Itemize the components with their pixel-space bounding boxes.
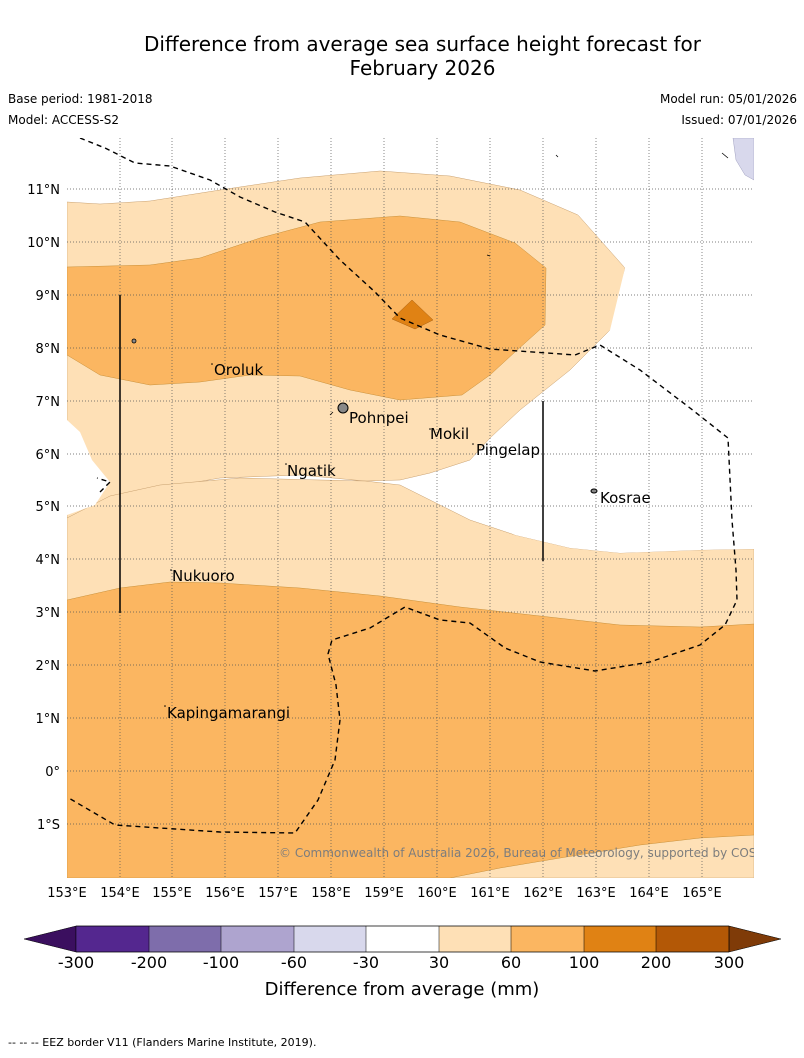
model-name: Model: ACCESS-S2 [8, 113, 120, 127]
lon-tick: 160°E [417, 886, 457, 901]
lat-tick: 7°N [36, 395, 61, 410]
lat-tick: 3°N [36, 606, 61, 621]
place-pingelap: Pingelap [476, 441, 540, 459]
colorbar-segment [221, 926, 294, 952]
contour-neg-corner [732, 138, 754, 181]
colorbar-tick: -300 [58, 953, 94, 972]
contour-60-100-south [67, 581, 754, 878]
place-kosrae: Kosrae [600, 489, 651, 507]
lat-tick: 9°N [36, 289, 61, 304]
lat-tick: 4°N [36, 553, 61, 568]
model-run: Model run: 05/01/2026 [659, 92, 797, 106]
place-kapingamarangi: Kapingamarangi [167, 704, 290, 722]
lat-tick: 1°S [37, 818, 60, 833]
pohnpei-island [337, 402, 349, 414]
lon-tick: 158°E [311, 886, 351, 901]
colorbar-tick: 200 [641, 953, 672, 972]
eez-border [67, 138, 738, 834]
kosrae-island [590, 488, 598, 494]
lat-tick: 5°N [36, 500, 61, 515]
issued-date: Issued: 07/01/2026 [681, 113, 797, 127]
lon-tick: 161°E [470, 886, 510, 901]
place-nukuoro: Nukuoro [172, 567, 235, 585]
place-mokil: Mokil [430, 425, 469, 443]
colorbar-segment [366, 926, 439, 952]
atoll-marker [131, 338, 137, 344]
colorbar-tick: 300 [714, 953, 745, 972]
colorbar-segment [294, 926, 366, 952]
contour-60-100-north [67, 215, 547, 401]
place-oroluk: Oroluk [214, 361, 263, 379]
place-markers [164, 363, 474, 707]
colorbar-segment [511, 926, 584, 952]
lon-tick: 157°E [258, 886, 298, 901]
lat-tick: 10°N [27, 236, 60, 251]
lon-tick: 162°E [523, 886, 563, 901]
base-period: Base period: 1981-2018 [8, 92, 153, 106]
colorbar-tick: 30 [429, 953, 449, 972]
lat-tick: 8°N [36, 342, 61, 357]
colorbar-segment [584, 926, 656, 952]
colorbar-segment [439, 926, 511, 952]
title-line-2: February 2026 [349, 56, 496, 80]
colorbar-segment [76, 926, 149, 952]
colorbar-tick: 100 [569, 953, 600, 972]
map-panel: Oroluk Pohnpei Mokil Pingelap Ngatik Kos… [67, 138, 784, 878]
colorbar-segment [23, 925, 77, 953]
lon-tick: 156°E [205, 886, 245, 901]
colorbar-tick: -100 [203, 953, 239, 972]
colorbar-tick: 60 [501, 953, 521, 972]
colorbar-segment [728, 925, 782, 953]
colorbar-title: Difference from average (mm) [265, 979, 540, 1000]
lon-tick: 159°E [364, 886, 404, 901]
copyright-text: © Commonwealth of Australia 2026, Bureau… [279, 846, 784, 860]
lon-tick: 163°E [576, 886, 616, 901]
lon-tick: 155°E [152, 886, 192, 901]
lat-axis: 11°N 10°N 9°N 8°N 7°N 6°N 5°N 4°N 3°N 2°… [27, 183, 60, 833]
map-title: Difference from average sea surface heig… [0, 32, 804, 80]
place-pohnpei: Pohnpei [349, 409, 409, 427]
lon-tick: 164°E [629, 886, 669, 901]
colorbar-segment [656, 926, 729, 952]
lon-tick: 154°E [100, 886, 140, 901]
colorbar-tick: -30 [353, 953, 379, 972]
eez-footnote: -- -- -- EEZ border V11 (Flanders Marine… [8, 1036, 317, 1049]
white-patch-west [67, 420, 110, 515]
lat-tick: 6°N [36, 448, 61, 463]
lat-tick: 1°N [36, 712, 61, 727]
colorbar: -300 -200 -100 -60 -30 30 60 100 200 300… [23, 925, 782, 1000]
colorbar-tick: -200 [131, 953, 167, 972]
lat-tick: 0° [45, 765, 60, 780]
contour-100-200 [391, 299, 434, 330]
lon-tick: 165°E [682, 886, 722, 901]
lat-tick: 11°N [27, 183, 60, 198]
lon-axis: 153°E 154°E 155°E 156°E 157°E 158°E 159°… [47, 886, 722, 901]
title-line-1: Difference from average sea surface heig… [143, 32, 702, 56]
colorbar-segment [149, 926, 221, 952]
place-ngatik: Ngatik [287, 462, 336, 480]
lon-tick: 153°E [47, 886, 87, 901]
lat-tick: 2°N [36, 659, 61, 674]
colorbar-tick: -60 [281, 953, 307, 972]
